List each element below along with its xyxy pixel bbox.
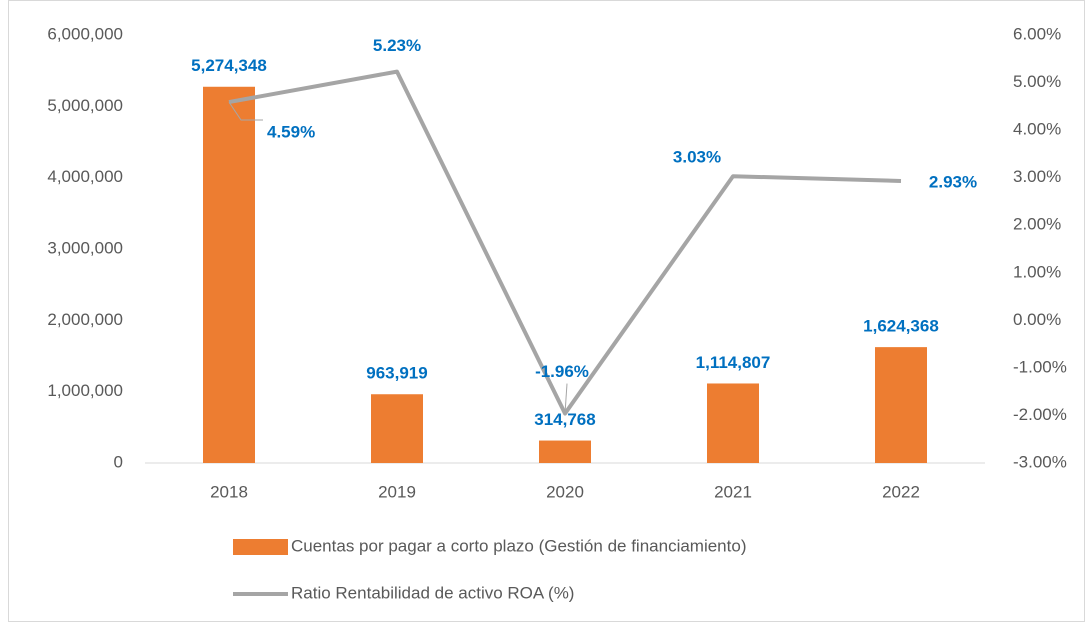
x-tick-label: 2019 (378, 482, 416, 501)
y2-tick-label: 3.00% (1013, 167, 1061, 186)
x-tick-label: 2021 (714, 482, 752, 501)
y-tick-label: 3,000,000 (47, 238, 123, 257)
y-tick-label: 5,000,000 (47, 96, 123, 115)
data-label: 2.93% (929, 172, 977, 191)
y-tick-label: 0 (114, 452, 123, 471)
y2-tick-label: -1.00% (1013, 357, 1067, 376)
data-label: 963,919 (366, 364, 427, 383)
y2-tick-label: -2.00% (1013, 405, 1067, 424)
data-label: 1,114,807 (696, 353, 771, 372)
y2-tick-label: -3.00% (1013, 452, 1067, 471)
data-label: -1.96% (535, 362, 589, 381)
y-tick-label: 2,000,000 (47, 310, 123, 329)
y2-tick-label: 6.00% (1013, 24, 1061, 43)
y-tick-label: 1,000,000 (47, 381, 123, 400)
chart-border (8, 0, 1085, 622)
data-label: 3.03% (673, 148, 721, 167)
data-label: 314,768 (534, 410, 595, 429)
data-label: 5,274,348 (191, 56, 267, 75)
y-tick-label: 6,000,000 (47, 24, 123, 43)
x-tick-label: 2018 (210, 482, 248, 501)
y2-tick-label: 0.00% (1013, 310, 1061, 329)
legend-label: Cuentas por pagar a corto plazo (Gestión… (291, 536, 746, 555)
y2-tick-label: 5.00% (1013, 72, 1061, 91)
y-tick-label: 4,000,000 (47, 167, 123, 186)
leader-line (228, 101, 263, 121)
bar (875, 347, 927, 463)
y2-tick-label: 4.00% (1013, 120, 1061, 139)
bar (539, 440, 591, 463)
data-label: 1,624,368 (863, 317, 939, 336)
bar (203, 86, 255, 463)
x-tick-label: 2022 (882, 482, 920, 501)
y2-tick-label: 1.00% (1013, 262, 1061, 281)
y2-tick-label: 2.00% (1013, 215, 1061, 234)
leader-line (564, 383, 568, 414)
legend-swatch (233, 539, 288, 555)
data-label: 5.23% (373, 36, 421, 55)
x-tick-label: 2020 (546, 482, 584, 501)
data-label: 4.59% (267, 123, 315, 142)
legend-label: Ratio Rentabilidad de activo ROA (%) (291, 583, 574, 602)
bar (707, 383, 759, 463)
bar (371, 394, 423, 463)
